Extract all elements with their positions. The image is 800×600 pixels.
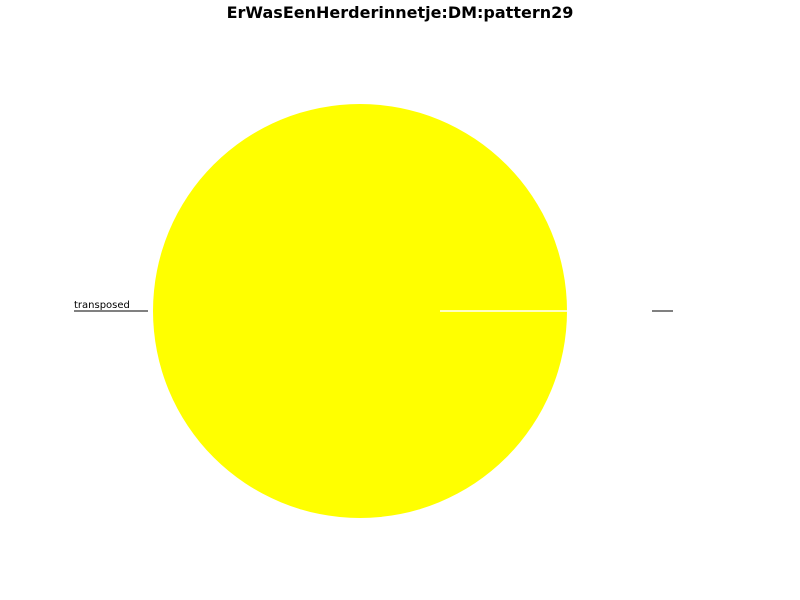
pie-slice-transposed	[153, 104, 567, 518]
pie-labels: transposed	[74, 300, 673, 312]
pie-slices	[153, 104, 567, 518]
slice-label-transposed: transposed	[74, 300, 130, 311]
chart-title: ErWasEenHerderinnetje:DM:pattern29	[227, 3, 574, 22]
